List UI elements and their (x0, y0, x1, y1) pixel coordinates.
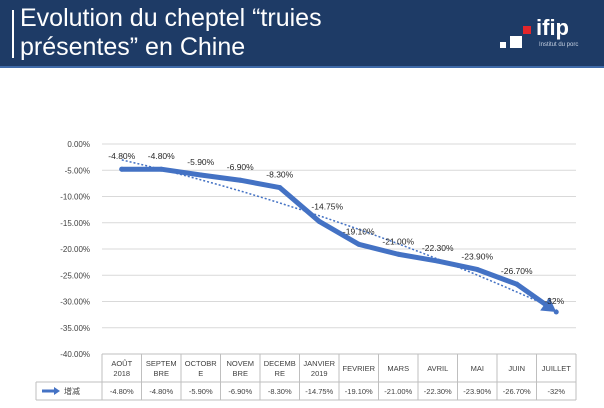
x-category-label: RE (275, 369, 285, 378)
table-value-cell: -6.90% (228, 387, 252, 396)
y-tick-label: -40.00% (60, 350, 90, 359)
x-category-label: 2018 (113, 369, 130, 378)
data-point (435, 258, 441, 264)
data-point (198, 172, 204, 178)
slide-title: Evolution du cheptel “truies présentes” … (20, 4, 480, 62)
legend-key-arrow (54, 387, 60, 395)
y-tick-label: -10.00% (60, 193, 90, 202)
data-label: -4.80% (108, 151, 135, 161)
x-category-label: JUILLET (542, 364, 572, 373)
x-category-label: AVRIL (427, 364, 448, 373)
table-value-cell: -22.30% (424, 387, 452, 396)
x-category-label: OCTOBR (185, 359, 218, 368)
y-tick-label: -25.00% (60, 271, 90, 280)
table-value-cell: -23.90% (463, 387, 491, 396)
data-label: -22.30% (422, 243, 454, 253)
y-tick-label: -5.00% (65, 166, 90, 175)
y-tick-label: -30.00% (60, 298, 90, 307)
data-label: -5.90% (187, 157, 214, 167)
data-point (514, 281, 520, 287)
slide-title-line-1: Evolution du cheptel “truies (20, 4, 322, 32)
line-chart: 0.00% -5.00% -10.00% -15.00% -20.00% -25.00% -… (35, 140, 577, 401)
table-value-cell: -21.00% (384, 387, 412, 396)
data-label: -14.75% (311, 201, 343, 211)
series-line (119, 166, 551, 309)
logo-text: ifip (536, 15, 569, 40)
data-point (237, 177, 243, 183)
data-label: -32% (544, 296, 564, 306)
logo-subtitle: Institut du porc (539, 42, 579, 48)
logo-square-white-small (500, 42, 506, 48)
table-value-cell: -8.30% (268, 387, 292, 396)
data-labels: -4.80% -4.80% -5.90% -6.90% -8.30% -14.75% -19… (108, 151, 564, 306)
x-category-label: FEVRIER (342, 364, 375, 373)
data-label: -4.80% (148, 151, 175, 161)
table-value-cell: -14.75% (305, 387, 333, 396)
data-point (395, 251, 401, 257)
table-value-cell: -5.90% (189, 387, 213, 396)
x-category-label: BRE (233, 369, 248, 378)
series-arrow-head (540, 297, 557, 312)
title-accent-bar (12, 10, 14, 58)
data-label: -8.30% (266, 170, 293, 180)
table-value-cell: -4.80% (110, 387, 134, 396)
data-label: -21.00% (382, 236, 414, 246)
y-tick-label: -20.00% (60, 245, 90, 254)
logo-square-white-large (510, 36, 522, 48)
table-value-cell: -32% (547, 387, 565, 396)
x-category-label: NOVEM (226, 359, 254, 368)
x-category-label: E (198, 369, 203, 378)
table-value-cell: -26.70% (503, 387, 531, 396)
data-points (119, 166, 559, 315)
logo-square-red (523, 26, 531, 34)
y-tick-label: -15.00% (60, 219, 90, 228)
data-point (277, 185, 283, 191)
data-table: AOÛT2018-4.80%SEPTEMBRE-4.80%OCTOBRE-5.9… (35, 353, 577, 401)
data-point (553, 309, 559, 315)
y-axis-tick-labels: 0.00% -5.00% -10.00% -15.00% -20.00% -25.00% -… (60, 140, 90, 359)
table-value-cell: -19.10% (345, 387, 373, 396)
x-category-label: JUIN (508, 364, 525, 373)
x-category-label: JANVIER (303, 359, 335, 368)
slide-header: Evolution du cheptel “truies présentes” … (0, 0, 604, 68)
slide-title-line-2: présentes” en Chine (20, 33, 246, 61)
header-underline (0, 66, 604, 68)
data-label: -19.10% (343, 226, 375, 236)
trendline (121, 159, 557, 311)
x-category-label: AOÛT (111, 359, 132, 368)
x-category-label: SEPTEM (146, 359, 177, 368)
data-point (474, 266, 480, 272)
data-label: -6.90% (227, 162, 254, 172)
gridlines (102, 143, 576, 355)
table-value-cell: -4.80% (149, 387, 173, 396)
x-category-label: 2019 (311, 369, 328, 378)
x-category-label: DECEMB (264, 359, 296, 368)
y-tick-label: -35.00% (60, 324, 90, 333)
data-label: -26.70% (501, 266, 533, 276)
data-label: -23.90% (461, 251, 493, 261)
x-category-label: MAI (471, 364, 484, 373)
x-category-label: MARS (387, 364, 409, 373)
y-tick-label: 0.00% (67, 140, 90, 149)
legend-series-name: 增减 (64, 386, 80, 396)
data-point (356, 241, 362, 247)
ifip-logo: ifip Institut du porc (496, 12, 600, 56)
x-category-label: BRE (154, 369, 169, 378)
data-point (119, 166, 125, 172)
chart-area: 0.00% -5.00% -10.00% -15.00% -20.00% -25.00% -… (0, 68, 604, 403)
data-point (316, 218, 322, 224)
data-point (158, 166, 164, 172)
